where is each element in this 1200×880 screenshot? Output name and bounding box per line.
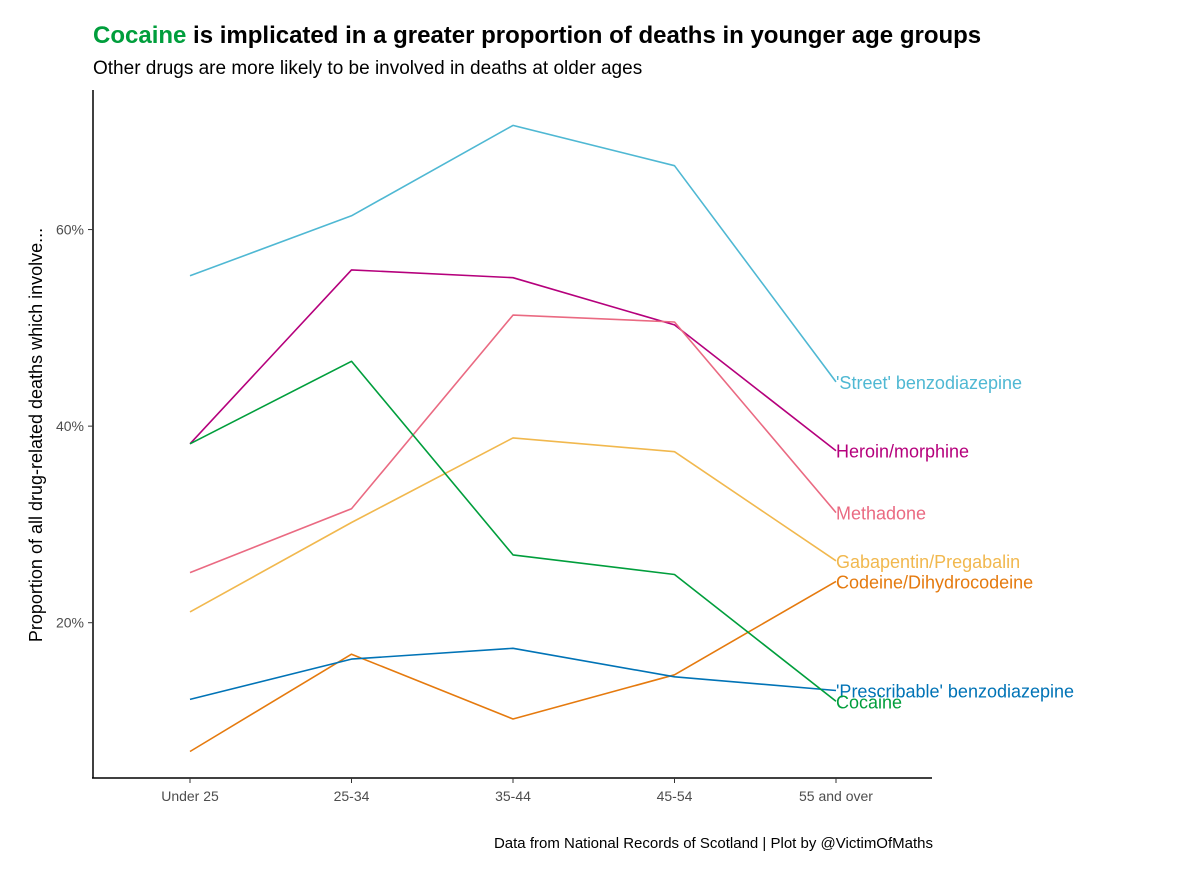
y-axis-label: Proportion of all drug-related deaths wh…	[26, 228, 46, 642]
title-rest: is implicated in a greater proportion of…	[186, 22, 982, 49]
series-end-label: 'Prescribable' benzodiazepine	[836, 682, 1074, 702]
series-line	[189, 314, 837, 574]
chart-caption: Data from National Records of Scotland |…	[493, 835, 933, 852]
series-lines	[189, 124, 837, 753]
chart-title: Cocaine is implicated in a greater propo…	[93, 22, 981, 50]
series-end-label: Gabapentin/Pregabalin	[836, 552, 1020, 572]
series-line	[189, 647, 837, 701]
y-tick-label: 60%	[56, 222, 84, 238]
x-tick-label: 35-44	[495, 788, 531, 804]
series-line	[189, 269, 837, 452]
series-end-label: Cocaine	[836, 692, 902, 712]
x-tick-label: Under 25	[161, 788, 219, 804]
x-tick-label: 45-54	[657, 788, 693, 804]
y-tick-label: 40%	[56, 418, 84, 434]
series-line	[189, 360, 837, 702]
series-line	[189, 124, 837, 383]
series-end-label: Heroin/morphine	[836, 442, 969, 462]
series-line	[189, 437, 837, 613]
chart-subtitle: Other drugs are more likely to be involv…	[93, 58, 643, 79]
title-highlight: Cocaine	[93, 22, 187, 49]
series-end-label: 'Street' benzodiazepine	[836, 373, 1022, 393]
x-tick-label: 55 and over	[799, 788, 873, 804]
series-end-label: Methadone	[836, 504, 926, 524]
x-ticks: Under 25 25-34 35-44 45-54 55 and over	[161, 778, 873, 804]
y-ticks: 20% 40% 60%	[56, 222, 93, 631]
series-end-label: Codeine/Dihydrocodeine	[836, 572, 1033, 592]
series-line	[189, 580, 837, 753]
series-labels: 'Street' benzodiazepine Heroin/morphine Me…	[836, 373, 1074, 712]
x-tick-label: 25-34	[334, 788, 370, 804]
y-tick-label: 20%	[56, 615, 84, 631]
